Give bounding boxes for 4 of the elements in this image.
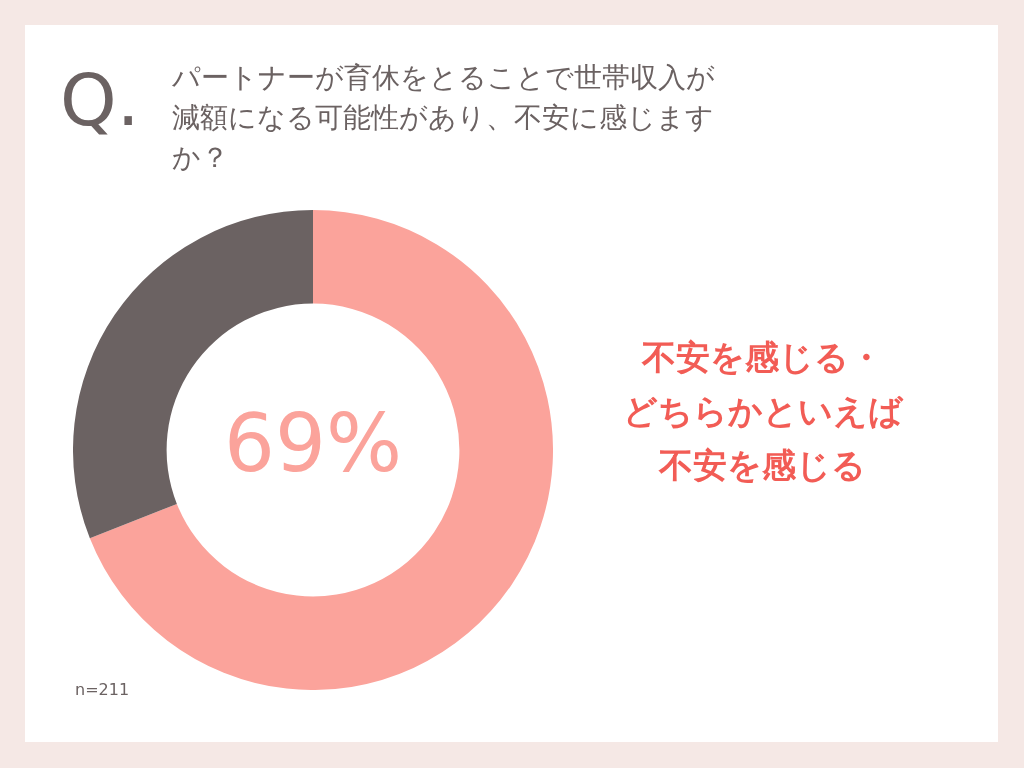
slice-label: 不安を感じる・どちらかといえば不安を感じる: [621, 336, 905, 487]
data-label: 69%: [224, 396, 402, 490]
chart-title: Q.パートナーが育休をとることで世帯収入が減額になる可能性があり、不安に感じますか？: [60, 58, 716, 176]
text: n=211: [75, 680, 130, 699]
